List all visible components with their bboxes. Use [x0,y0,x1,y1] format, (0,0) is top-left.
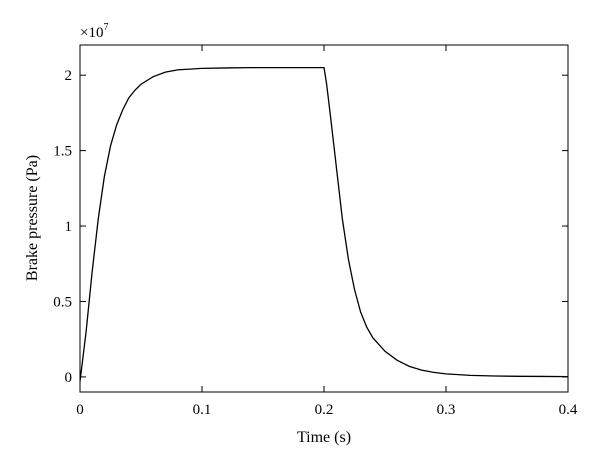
y-tick-label: 0.5 [53,294,72,310]
x-tick-label: 0 [76,402,84,418]
y-tick-labels: 0 0.5 1 1.5 2 [53,68,72,386]
x-tick-label: 0.2 [315,402,334,418]
x-tick-label: 0.4 [559,402,578,418]
y-scale-multiplier: ×107 [80,22,108,41]
y-tick-label: 0 [65,370,73,386]
x-tick-label: 0.3 [437,402,456,418]
x-tick-label: 0.1 [193,402,212,418]
plot-frame [79,44,569,393]
brake-pressure-line [79,66,569,382]
x-tick-labels: 0 0.1 0.2 0.3 0.4 [76,402,578,418]
x-axis-label: Time (s) [297,429,351,446]
axis-ticks [79,45,569,392]
y-axis-label: Brake pressure (Pa) [24,155,41,281]
y-tick-label: 1.5 [53,144,72,160]
y-tick-label: 1 [65,219,73,235]
y-tick-label: 2 [65,68,73,84]
